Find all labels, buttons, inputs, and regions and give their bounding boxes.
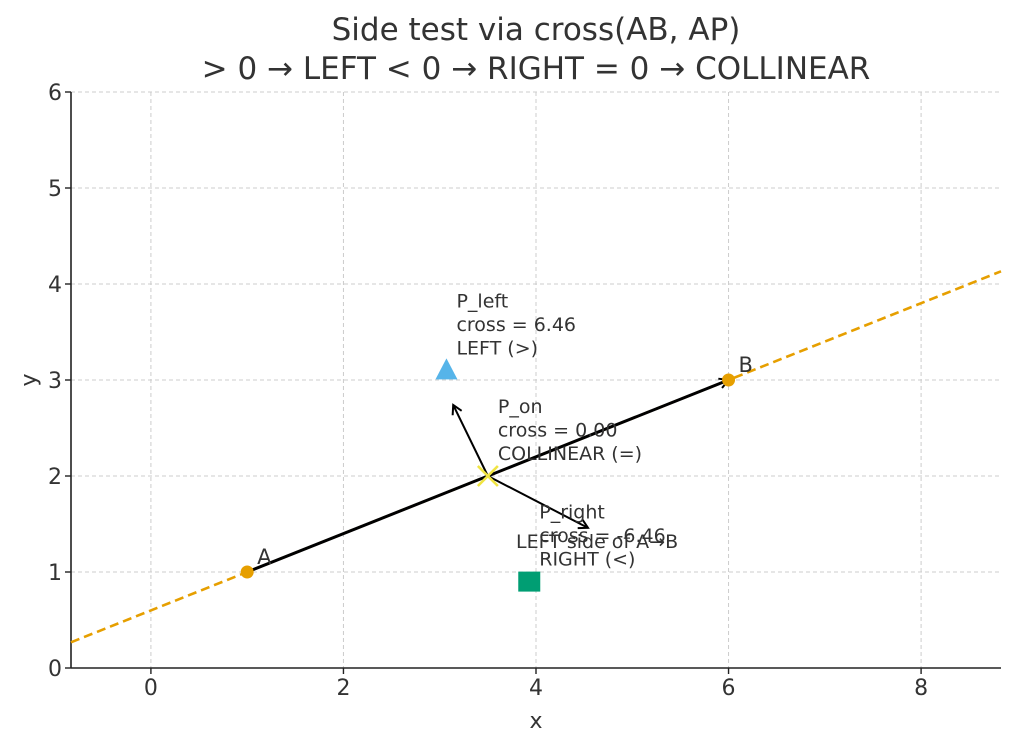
extended-line-ab xyxy=(70,270,1002,644)
x-tick-label-2: 2 xyxy=(336,676,350,701)
chart-title-line-1: Side test via cross(AB, AP) xyxy=(332,12,741,48)
p-on-annotation: P_on cross = 0.00 COLLINEAR (=) xyxy=(498,396,642,465)
point-b xyxy=(722,373,736,387)
p-on-marker xyxy=(476,465,499,487)
x-tick-label-6: 6 xyxy=(722,676,736,701)
x-tick-label-4: 4 xyxy=(529,676,543,701)
y-tick-label-4: 4 xyxy=(48,273,62,298)
p-on-annotation-line-2: COLLINEAR (=) xyxy=(498,443,642,465)
p-left-annotation-line-2: LEFT (>) xyxy=(456,337,538,359)
normal-arrow-0 xyxy=(453,405,489,477)
chart-title-line-2: > 0 → LEFT < 0 → RIGHT = 0 → COLLINEAR xyxy=(202,51,871,87)
p-right-annotation-line-1: cross = -6.46 xyxy=(539,525,665,547)
p-right-marker xyxy=(518,571,541,592)
x-tick-label-8: 8 xyxy=(914,676,928,701)
normal-label: LEFT side of A→B xyxy=(516,531,678,553)
x-tick-label-0: 0 xyxy=(144,676,158,701)
point-a xyxy=(240,565,254,579)
y-axis-label: y xyxy=(17,373,42,386)
x-axis-label: x xyxy=(529,709,542,734)
p-right-annotation: P_right cross = -6.46 RIGHT (<) xyxy=(539,502,665,571)
x-ticks: 0 2 4 6 8 xyxy=(144,668,928,701)
y-tick-label-0: 0 xyxy=(48,657,62,682)
p-right-annotation-line-0: P_right xyxy=(539,502,605,524)
p-left-annotation-line-1: cross = 6.46 xyxy=(456,314,576,336)
y-tick-label-6: 6 xyxy=(48,81,62,106)
p-left-annotation-line-0: P_left xyxy=(456,290,508,312)
y-tick-label-3: 3 xyxy=(48,369,62,394)
normal-arrow-1 xyxy=(487,475,588,528)
p-left-annotation: P_left cross = 6.46 LEFT (>) xyxy=(456,290,576,359)
p-left-marker xyxy=(435,358,458,380)
y-tick-label-1: 1 xyxy=(48,561,62,586)
point-b-label: B xyxy=(739,353,753,377)
p-on-annotation-line-0: P_on xyxy=(498,396,543,418)
y-tick-label-2: 2 xyxy=(48,465,62,490)
plot-marks: ABP_left cross = 6.46 LEFT (>)P_on cross = … xyxy=(70,270,1002,644)
y-ticks: 0 1 2 3 4 5 6 xyxy=(48,81,71,682)
point-a-label: A xyxy=(257,545,272,569)
p-on-annotation-line-1: cross = 0.00 xyxy=(498,420,618,442)
p-right-annotation-line-2: RIGHT (<) xyxy=(539,549,635,571)
y-tick-label-5: 5 xyxy=(48,177,62,202)
